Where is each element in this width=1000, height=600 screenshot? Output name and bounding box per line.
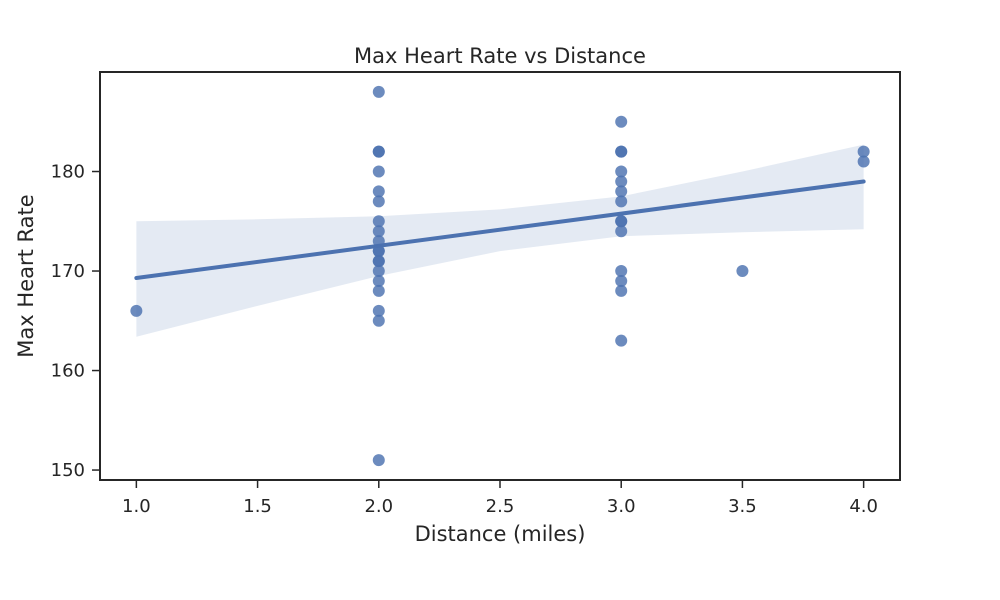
y-tick-label: 170 — [51, 261, 85, 282]
scatter-point — [615, 284, 628, 297]
scatter-point — [615, 274, 628, 287]
scatter-point — [372, 314, 385, 327]
scatter-point — [615, 265, 628, 278]
x-tick-label: 3.0 — [607, 496, 636, 517]
scatter-points — [130, 85, 870, 467]
scatter-point — [857, 155, 870, 168]
x-tick-label: 1.5 — [243, 496, 272, 517]
scatter-point — [372, 284, 385, 297]
x-tick-label: 2.0 — [364, 496, 393, 517]
x-tick-label: 1.0 — [122, 496, 151, 517]
scatter-point — [130, 304, 143, 317]
scatter-point — [372, 454, 385, 467]
scatter-point — [615, 175, 628, 188]
scatter-point — [615, 185, 628, 198]
y-tick-label: 180 — [51, 162, 85, 183]
scatter-point — [615, 165, 628, 178]
scatter-point — [615, 334, 628, 347]
scatter-point — [615, 215, 628, 228]
scatter-point — [372, 304, 385, 317]
y-tick-label: 150 — [51, 460, 85, 481]
x-tick-label: 4.0 — [849, 496, 878, 517]
chart-title: Max Heart Rate vs Distance — [354, 44, 646, 68]
scatter-point — [372, 274, 385, 287]
y-axis-label: Max Heart Rate — [14, 194, 38, 357]
x-tick-label: 3.5 — [728, 496, 757, 517]
scatter-point — [372, 145, 385, 158]
x-axis: 1.0 1.5 2.0 2.5 3.0 3.5 4.0 — [122, 480, 878, 517]
scatter-point — [372, 165, 385, 178]
confidence-band — [136, 144, 864, 337]
scatter-point — [372, 215, 385, 228]
x-axis-label: Distance (miles) — [415, 522, 586, 546]
scatter-point — [372, 235, 385, 248]
scatter-point — [736, 265, 749, 278]
scatter-point — [372, 185, 385, 198]
regression-layer — [134, 179, 866, 280]
regression-line — [134, 179, 866, 280]
scatter-point — [372, 195, 385, 208]
scatter-point — [615, 145, 628, 158]
scatter-point — [372, 225, 385, 238]
scatter-point — [615, 225, 628, 238]
x-tick-label: 2.5 — [486, 496, 515, 517]
scatter-point — [372, 255, 385, 268]
y-tick-label: 160 — [51, 361, 85, 382]
confidence-band-layer — [136, 144, 864, 337]
scatter-point — [615, 195, 628, 208]
scatter-point — [372, 265, 385, 278]
scatter-point — [372, 85, 385, 98]
scatter-point — [615, 115, 628, 128]
y-axis: 150 160 170 180 — [51, 162, 100, 481]
scatter-point — [372, 245, 385, 258]
scatter-point — [857, 145, 870, 158]
